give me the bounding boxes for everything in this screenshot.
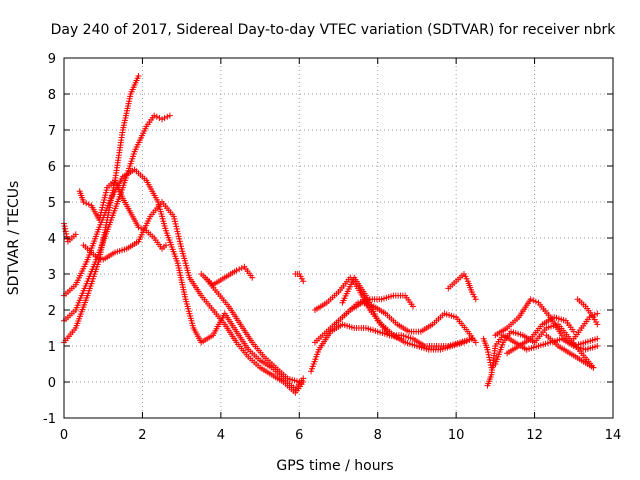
series-track-8 (202, 274, 303, 385)
data-point (594, 343, 601, 349)
x-tick-label: 8 (374, 428, 382, 443)
data-point (80, 199, 87, 205)
data-point (153, 113, 160, 120)
series-track-22 (570, 310, 601, 342)
data-series (61, 73, 601, 396)
data-point (162, 242, 169, 249)
series-track-5 (76, 177, 169, 252)
data-point (166, 112, 173, 119)
series-track-18 (492, 296, 601, 349)
data-point (151, 112, 158, 119)
y-tick-label: 4 (48, 232, 56, 247)
series-track-14 (339, 274, 405, 342)
data-point (398, 335, 405, 342)
x-tick-label: 14 (605, 428, 622, 443)
series-track-2 (61, 112, 173, 324)
y-tick-label: 3 (48, 268, 56, 283)
data-point (594, 335, 601, 342)
grid-lines (64, 58, 613, 418)
data-point (64, 236, 71, 243)
series-track-19 (504, 314, 577, 357)
data-point (527, 296, 534, 303)
x-tick-label: 0 (60, 428, 68, 443)
data-point (159, 116, 166, 123)
series-track-9 (292, 271, 307, 285)
series-track-20 (543, 332, 597, 371)
data-point (72, 231, 79, 238)
y-tick-label: -1 (43, 412, 56, 427)
data-point (164, 113, 171, 120)
data-point (161, 115, 168, 121)
data-point (62, 225, 69, 232)
y-tick-label: 7 (48, 124, 56, 139)
data-point (484, 346, 491, 353)
data-point (300, 278, 307, 285)
data-point (135, 73, 142, 79)
data-point (472, 296, 479, 303)
y-tick-label: 6 (48, 160, 56, 175)
y-axis-label: SDTVAR / TECUs (6, 181, 22, 296)
x-axis-label: GPS time / hours (276, 458, 393, 474)
chart-title: Day 240 of 2017, Sidereal Day-to-day VTE… (51, 22, 617, 38)
x-tick-label: 10 (448, 428, 465, 443)
data-point (472, 339, 479, 346)
data-point (92, 253, 99, 259)
x-tick-label: 12 (526, 428, 543, 443)
series-track-21 (574, 296, 601, 328)
y-tick-label: 5 (48, 196, 56, 211)
data-point (94, 254, 101, 261)
data-point (296, 379, 303, 385)
data-point (591, 311, 598, 318)
data-point (570, 328, 577, 335)
y-tick-label: 0 (48, 376, 56, 391)
y-tick-label: 1 (48, 340, 56, 355)
series-track-6 (80, 199, 307, 396)
data-point (586, 314, 593, 321)
data-point (83, 200, 90, 207)
data-point (485, 349, 492, 356)
series-track-15 (445, 271, 479, 303)
data-point (530, 297, 537, 304)
data-point (590, 364, 597, 371)
data-point (486, 354, 493, 361)
data-point (238, 265, 245, 271)
y-tick-label: 8 (48, 88, 56, 103)
y-tick-label: 9 (48, 52, 56, 67)
data-point (532, 298, 539, 305)
data-point (410, 303, 417, 310)
data-point (594, 321, 601, 328)
data-point (486, 356, 493, 363)
x-tick-label: 2 (138, 428, 146, 443)
data-point (85, 201, 92, 208)
data-point (249, 274, 256, 281)
data-point (233, 267, 240, 274)
data-point (594, 310, 601, 317)
data-point (236, 266, 243, 273)
x-tick-label: 4 (217, 428, 225, 443)
data-point (156, 115, 163, 121)
x-tick-label: 6 (295, 428, 303, 443)
data-point (589, 313, 596, 319)
data-point (135, 224, 142, 231)
data-point (61, 223, 68, 230)
data-point (485, 351, 492, 358)
y-tick-label: 2 (48, 304, 56, 319)
